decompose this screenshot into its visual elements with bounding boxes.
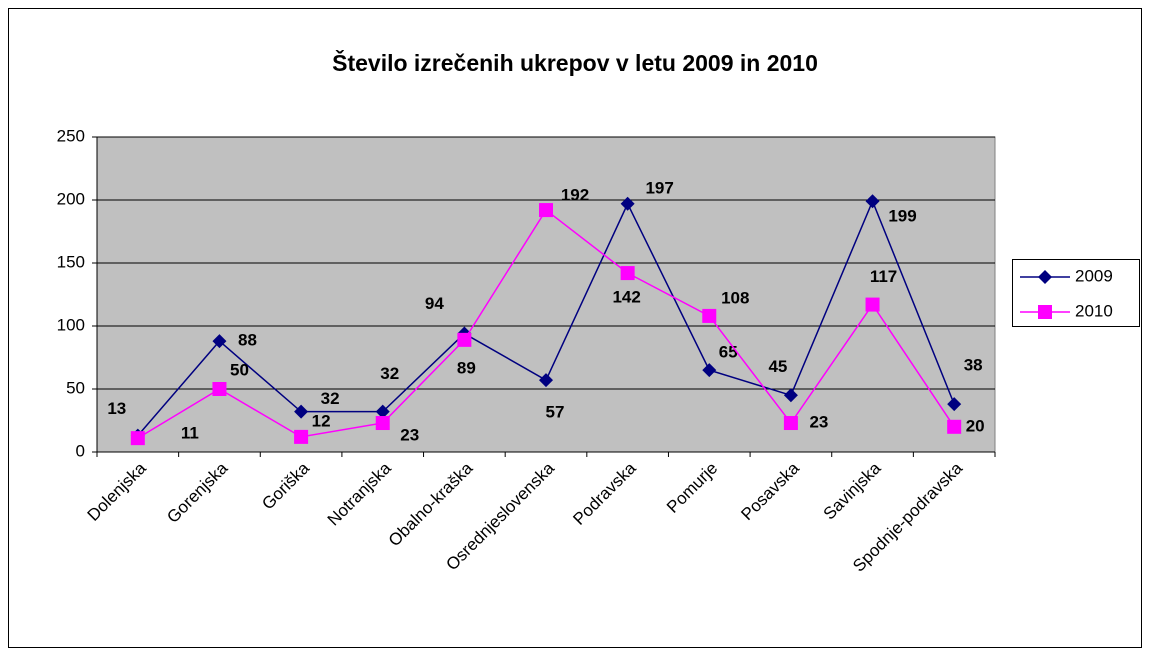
data-point <box>539 203 553 218</box>
y-tick-label: 150 <box>57 252 85 271</box>
data-label: 32 <box>380 364 399 383</box>
data-label: 13 <box>107 399 126 418</box>
legend-label: 2009 <box>1075 266 1113 285</box>
data-point <box>212 334 227 349</box>
y-tick-label: 200 <box>57 189 85 208</box>
data-label: 192 <box>561 186 589 205</box>
data-point <box>865 194 880 209</box>
data-label: 38 <box>964 356 983 375</box>
y-tick-label: 0 <box>76 441 85 460</box>
data-point <box>375 416 390 431</box>
data-point <box>702 308 717 323</box>
data-label: 50 <box>230 360 249 379</box>
data-label: 57 <box>546 403 565 422</box>
data-label: 20 <box>966 416 985 435</box>
data-label: 32 <box>321 389 340 408</box>
data-point <box>947 419 962 434</box>
data-label: 199 <box>888 207 916 226</box>
data-label: 94 <box>425 294 444 313</box>
data-point <box>457 332 472 347</box>
data-label: 108 <box>721 288 749 307</box>
data-point <box>212 382 227 396</box>
data-point <box>947 397 962 412</box>
data-point <box>783 388 798 403</box>
data-label: 11 <box>181 424 199 443</box>
data-point <box>620 196 635 211</box>
data-point <box>130 431 145 446</box>
data-label: 23 <box>809 413 828 432</box>
data-point <box>539 373 553 388</box>
data-label: 12 <box>312 411 331 430</box>
data-point <box>375 404 390 419</box>
y-tick-label: 250 <box>57 126 85 145</box>
data-label: 142 <box>612 288 640 307</box>
data-label: 197 <box>645 178 673 197</box>
y-tick-label: 100 <box>57 315 85 334</box>
legend-marker <box>1038 270 1052 284</box>
data-point <box>294 429 309 444</box>
data-point <box>702 363 717 378</box>
data-label: 89 <box>457 358 476 377</box>
legend <box>1012 259 1140 327</box>
data-point <box>783 416 798 431</box>
legend-label: 2010 <box>1075 301 1113 320</box>
y-tick-label: 50 <box>66 378 85 397</box>
data-label: 88 <box>238 331 257 350</box>
data-point <box>294 404 309 419</box>
data-point <box>620 266 635 281</box>
legend-marker <box>1038 305 1052 319</box>
plot-area <box>96 136 996 453</box>
data-label: 23 <box>400 426 419 445</box>
data-label: 65 <box>719 343 738 362</box>
data-label: 45 <box>768 357 787 376</box>
data-label: 117 <box>870 267 897 286</box>
chart-title: Število izrečenih ukrepov v letu 2009 in… <box>332 49 818 76</box>
data-point <box>865 297 880 312</box>
